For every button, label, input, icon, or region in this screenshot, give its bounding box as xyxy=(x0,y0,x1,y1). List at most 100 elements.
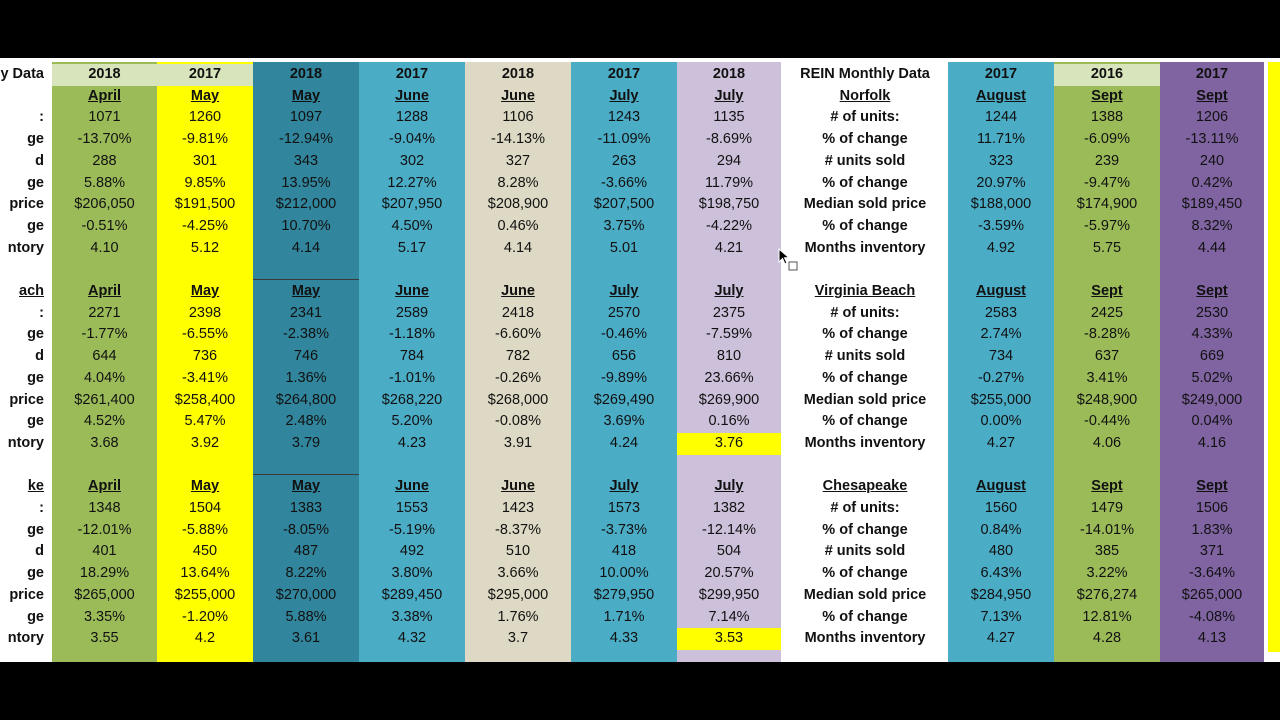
value-cell[interactable]: 4.23 xyxy=(359,433,465,455)
value-cell[interactable]: 2341 xyxy=(253,303,359,325)
year-header-cell[interactable]: 2018 xyxy=(253,64,359,86)
value-cell[interactable]: -0.08% xyxy=(465,411,571,433)
month-cell[interactable]: May xyxy=(253,86,359,108)
value-cell[interactable]: 20.97% xyxy=(948,173,1054,195)
value-cell[interactable]: $208,900 xyxy=(465,194,571,216)
value-cell[interactable]: -9.04% xyxy=(359,129,465,151)
city-title-label[interactable]: Norfolk xyxy=(782,85,948,108)
value-cell[interactable]: 2375 xyxy=(677,303,781,325)
value-cell[interactable]: 1243 xyxy=(571,107,677,129)
value-cell[interactable]: 3.68 xyxy=(52,433,157,455)
left-row-label[interactable]: ge xyxy=(0,606,50,629)
value-cell[interactable]: 2589 xyxy=(359,303,465,325)
value-cell[interactable]: 12.81% xyxy=(1054,607,1160,629)
value-cell[interactable]: 294 xyxy=(677,151,781,173)
value-cell[interactable]: 2398 xyxy=(157,303,253,325)
value-cell[interactable]: $299,950 xyxy=(677,585,781,607)
value-cell[interactable]: $265,000 xyxy=(1160,585,1264,607)
value-cell[interactable]: -14.01% xyxy=(1054,520,1160,542)
value-cell[interactable]: -0.27% xyxy=(948,368,1054,390)
value-cell[interactable]: 450 xyxy=(157,541,253,563)
value-cell[interactable]: 0.84% xyxy=(948,520,1054,542)
value-cell[interactable]: 3.91 xyxy=(465,433,571,455)
value-cell[interactable]: -0.26% xyxy=(465,368,571,390)
month-cell[interactable]: May xyxy=(253,476,359,498)
value-cell[interactable]: 4.33 xyxy=(571,628,677,650)
value-cell[interactable]: $265,000 xyxy=(52,585,157,607)
value-cell[interactable]: 385 xyxy=(1054,541,1160,563)
value-cell[interactable]: 510 xyxy=(465,541,571,563)
month-cell[interactable]: June xyxy=(359,476,465,498)
value-cell[interactable]: 4.27 xyxy=(948,433,1054,455)
left-row-label[interactable]: ge xyxy=(0,172,50,195)
value-cell[interactable]: 1383 xyxy=(253,498,359,520)
value-cell[interactable]: $270,000 xyxy=(253,585,359,607)
year-header-cell[interactable]: 2017 xyxy=(948,64,1054,86)
value-cell[interactable]: $268,220 xyxy=(359,390,465,412)
left-row-label[interactable]: ge xyxy=(0,563,50,585)
value-cell[interactable]: 0.00% xyxy=(948,411,1054,433)
year-header-cell[interactable]: 2018 xyxy=(52,64,157,86)
value-cell[interactable]: -6.09% xyxy=(1054,129,1160,151)
value-cell[interactable]: $248,900 xyxy=(1054,390,1160,412)
value-cell[interactable]: 4.28 xyxy=(1054,628,1160,650)
month-cell[interactable]: July xyxy=(677,86,781,108)
month-cell[interactable]: July xyxy=(677,476,781,498)
year-header-cell[interactable]: 2017 xyxy=(1160,64,1264,86)
city-title-label[interactable]: Virginia Beach xyxy=(782,281,948,303)
value-cell[interactable]: $207,950 xyxy=(359,194,465,216)
value-cell[interactable]: -3.41% xyxy=(157,368,253,390)
value-cell[interactable]: 4.52% xyxy=(52,411,157,433)
month-cell[interactable]: Sept xyxy=(1160,86,1264,108)
month-cell[interactable]: July xyxy=(571,86,677,108)
value-cell[interactable]: 1260 xyxy=(157,107,253,129)
metric-label[interactable]: # units sold xyxy=(782,541,948,564)
value-cell[interactable]: 4.14 xyxy=(465,238,571,260)
value-cell[interactable]: 1423 xyxy=(465,498,571,520)
value-cell[interactable]: 1097 xyxy=(253,107,359,129)
metric-label[interactable]: Median sold price xyxy=(782,194,948,216)
metric-label[interactable]: % of change xyxy=(782,606,948,629)
value-cell[interactable]: 3.76 xyxy=(677,432,781,455)
left-row-label[interactable]: ntory xyxy=(0,432,50,455)
value-cell[interactable]: 20.57% xyxy=(677,563,781,585)
value-cell[interactable]: -6.60% xyxy=(465,324,571,346)
value-cell[interactable]: 504 xyxy=(677,541,781,563)
value-cell[interactable]: -3.73% xyxy=(571,520,677,542)
value-cell[interactable]: 5.01 xyxy=(571,238,677,260)
value-cell[interactable]: $295,000 xyxy=(465,585,571,607)
value-cell[interactable]: 8.28% xyxy=(465,173,571,195)
metric-label[interactable]: # units sold xyxy=(782,150,948,173)
value-cell[interactable]: -8.69% xyxy=(677,129,781,151)
month-cell[interactable]: June xyxy=(359,86,465,108)
value-cell[interactable]: -3.59% xyxy=(948,216,1054,238)
value-cell[interactable]: 1.36% xyxy=(253,368,359,390)
left-header-label[interactable]: y Data xyxy=(0,64,50,86)
value-cell[interactable]: 401 xyxy=(52,541,157,563)
value-cell[interactable]: 3.53 xyxy=(677,628,781,650)
value-cell[interactable]: 3.79 xyxy=(253,433,359,455)
value-cell[interactable]: 12.27% xyxy=(359,173,465,195)
left-row-label[interactable]: ge xyxy=(0,519,50,542)
value-cell[interactable]: 810 xyxy=(677,346,781,368)
value-cell[interactable]: 1206 xyxy=(1160,107,1264,129)
value-cell[interactable]: -8.05% xyxy=(253,520,359,542)
city-title-label[interactable]: Chesapeake xyxy=(782,476,948,498)
value-cell[interactable]: 1106 xyxy=(465,107,571,129)
value-cell[interactable]: $255,000 xyxy=(157,585,253,607)
month-cell[interactable]: August xyxy=(948,476,1054,498)
value-cell[interactable]: 3.69% xyxy=(571,411,677,433)
left-row-label[interactable]: ge xyxy=(0,411,50,433)
value-cell[interactable]: 1071 xyxy=(52,107,157,129)
metric-label[interactable]: Median sold price xyxy=(782,389,948,412)
value-cell[interactable]: 5.20% xyxy=(359,411,465,433)
value-cell[interactable]: 4.14 xyxy=(253,238,359,260)
value-cell[interactable]: 4.04% xyxy=(52,368,157,390)
value-cell[interactable]: 1244 xyxy=(948,107,1054,129)
value-cell[interactable]: $276,274 xyxy=(1054,585,1160,607)
left-row-label[interactable]: ge xyxy=(0,367,50,390)
value-cell[interactable]: 3.38% xyxy=(359,607,465,629)
value-cell[interactable]: 3.66% xyxy=(465,563,571,585)
value-cell[interactable]: 2425 xyxy=(1054,303,1160,325)
value-cell[interactable]: 669 xyxy=(1160,346,1264,368)
